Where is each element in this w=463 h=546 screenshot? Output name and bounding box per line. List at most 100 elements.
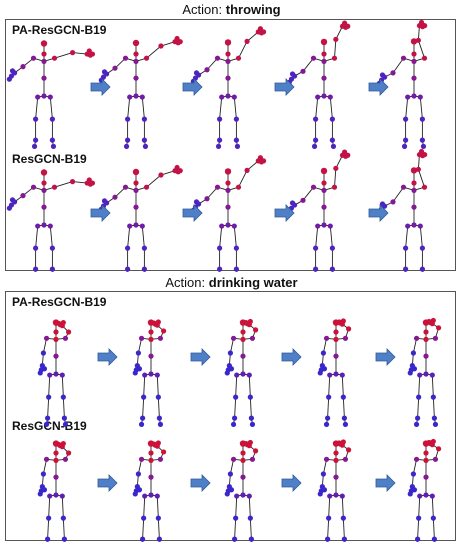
joint <box>30 55 37 61</box>
joint <box>418 148 425 155</box>
joint <box>125 266 131 272</box>
joint <box>225 204 231 210</box>
joint <box>151 320 157 326</box>
joint <box>418 20 425 26</box>
joint <box>341 536 347 542</box>
joint <box>436 446 442 452</box>
joint <box>61 415 67 421</box>
bone <box>341 496 344 519</box>
skeleton-frame-0-3 <box>286 20 351 149</box>
bone <box>392 186 404 203</box>
joint <box>422 23 428 29</box>
joint <box>423 353 429 359</box>
joint <box>415 166 421 172</box>
joint <box>148 336 154 342</box>
bone <box>206 186 218 200</box>
joint <box>135 471 141 477</box>
joint <box>415 415 421 421</box>
joint <box>233 515 239 521</box>
joint <box>89 180 96 186</box>
bone <box>431 496 434 519</box>
skeleton-frame-1-2 <box>190 155 267 272</box>
bone <box>418 375 421 398</box>
skeleton-frame-1-4 <box>407 438 442 542</box>
bone <box>48 496 51 519</box>
joint <box>403 137 409 143</box>
joint <box>49 245 56 251</box>
joint <box>249 421 256 427</box>
joint <box>323 421 330 427</box>
joint <box>289 71 296 77</box>
joint <box>155 319 161 325</box>
joint <box>143 184 150 190</box>
joint <box>333 336 339 342</box>
joint <box>45 536 51 542</box>
joint <box>321 93 327 99</box>
bone <box>206 57 218 71</box>
action-title-drinking: Action: drinking water <box>0 275 463 290</box>
joint <box>125 116 131 122</box>
joint <box>430 317 436 324</box>
joint <box>421 184 428 190</box>
joint <box>410 350 416 356</box>
joint <box>415 536 421 542</box>
joint <box>333 165 339 171</box>
bone <box>329 97 333 120</box>
joint <box>138 456 145 462</box>
joint <box>204 67 210 73</box>
joint <box>37 370 43 376</box>
joint <box>224 370 230 376</box>
joint <box>41 51 47 57</box>
joint <box>31 143 38 149</box>
bone <box>417 169 425 188</box>
joint <box>154 372 160 378</box>
joint <box>407 491 413 497</box>
joint <box>340 318 346 324</box>
joint <box>217 137 223 143</box>
skeleton-frame-1-3 <box>286 149 351 272</box>
joint <box>411 222 417 228</box>
joint <box>177 168 183 174</box>
joint <box>321 51 327 57</box>
bone <box>334 39 337 59</box>
joint <box>132 168 140 176</box>
joint <box>46 394 52 400</box>
joint <box>33 245 39 251</box>
joint <box>228 366 235 372</box>
joint <box>260 158 267 164</box>
skeleton-frame-0-2 <box>190 26 267 149</box>
joint <box>156 415 162 421</box>
arrow-icon-1-0 <box>97 474 118 492</box>
joint <box>233 394 239 400</box>
joint <box>249 335 256 341</box>
joint <box>9 197 16 203</box>
joint <box>233 116 239 122</box>
joint <box>41 180 47 186</box>
joint <box>331 184 338 190</box>
joint <box>53 492 59 498</box>
joint <box>232 415 238 421</box>
joint <box>330 143 337 149</box>
joint <box>40 40 48 47</box>
joint <box>329 245 335 251</box>
joint <box>225 180 231 186</box>
bone <box>47 397 50 419</box>
joint <box>224 39 232 46</box>
bone <box>127 97 131 120</box>
joint <box>333 474 339 480</box>
joint <box>20 193 26 199</box>
joint <box>430 515 436 521</box>
joint <box>257 155 264 161</box>
joint <box>403 116 409 122</box>
joint <box>422 152 428 158</box>
joint <box>53 371 59 377</box>
bone <box>341 375 344 398</box>
action-title-throwing: Action: throwing <box>0 2 463 17</box>
joint <box>41 366 48 372</box>
joint <box>225 222 231 228</box>
joint <box>35 223 41 229</box>
joint <box>43 335 50 341</box>
joint <box>62 335 69 341</box>
joint <box>66 329 72 335</box>
joint <box>225 187 231 193</box>
